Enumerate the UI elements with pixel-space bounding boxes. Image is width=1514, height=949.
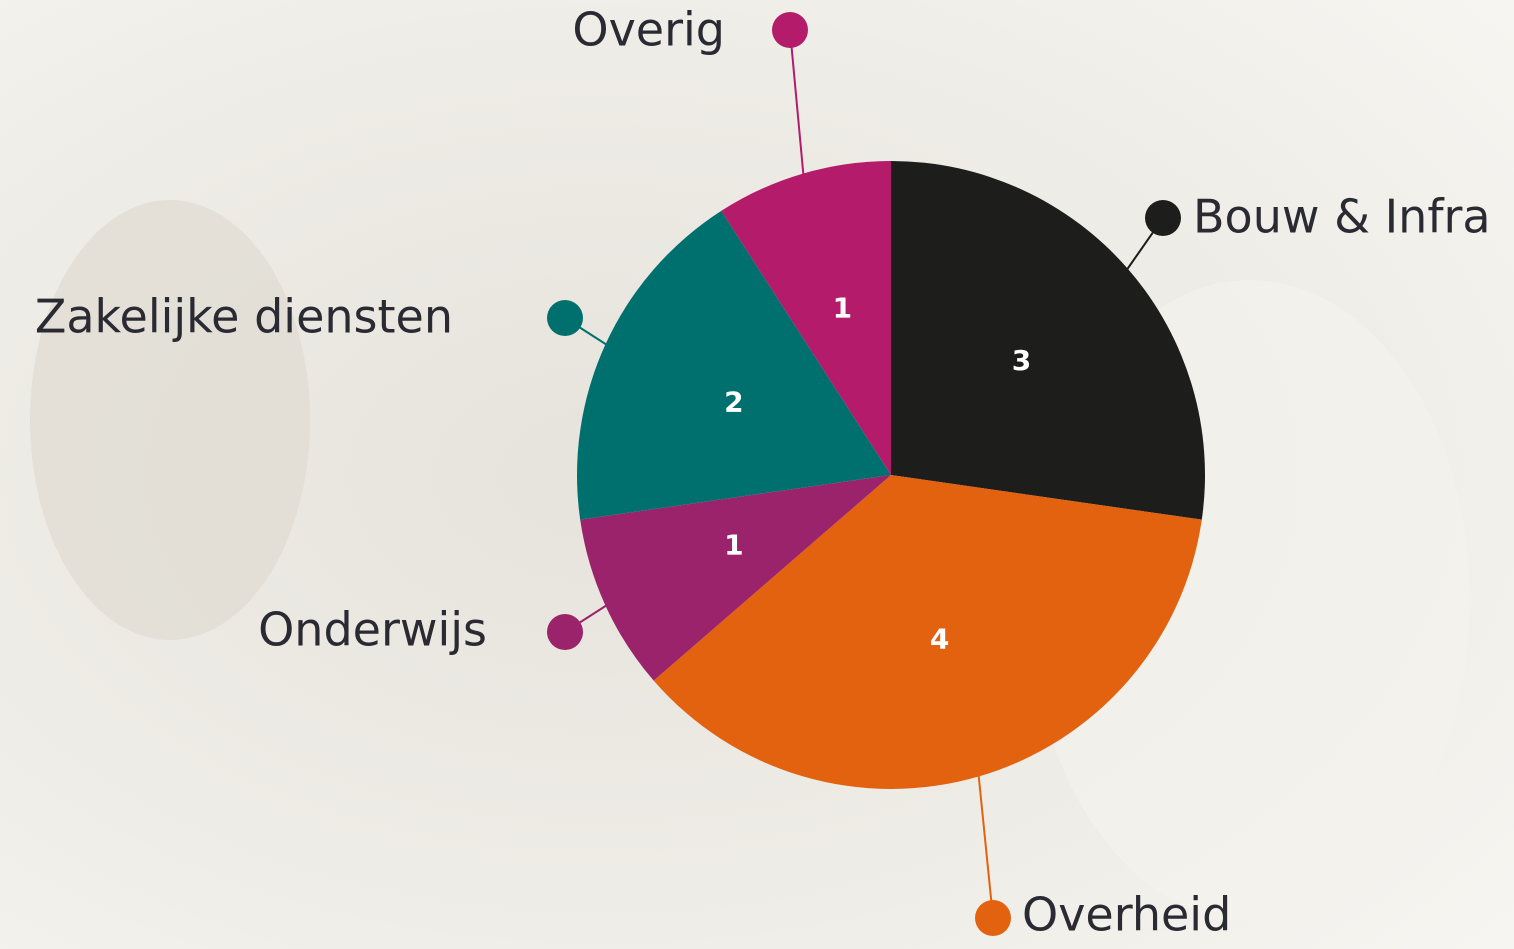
category-label: Overheid [1022, 888, 1231, 942]
chart: 3 Bouw & Infra 4 Overheid 1 Onderwijs 2 Zakelij… [0, 0, 1514, 949]
value-label: 1 [833, 291, 852, 324]
page: 3 Bouw & Infra 4 Overheid 1 Onderwijs 2 Zakelij… [0, 0, 1514, 949]
category-label: Zakelijke diensten [35, 290, 453, 344]
label-dot [975, 900, 1011, 936]
label-dot [772, 12, 808, 48]
background-shape [30, 200, 310, 640]
category-label: Onderwijs [258, 603, 487, 657]
value-label: 2 [724, 385, 743, 418]
value-label: 3 [1012, 344, 1031, 377]
category-label: Overig [572, 3, 725, 57]
label-dot [1145, 200, 1181, 236]
label-dot [547, 300, 583, 336]
category-label: Bouw & Infra [1193, 190, 1491, 244]
value-label: 1 [724, 529, 743, 562]
label-dot [547, 614, 583, 650]
value-label: 4 [930, 623, 949, 656]
